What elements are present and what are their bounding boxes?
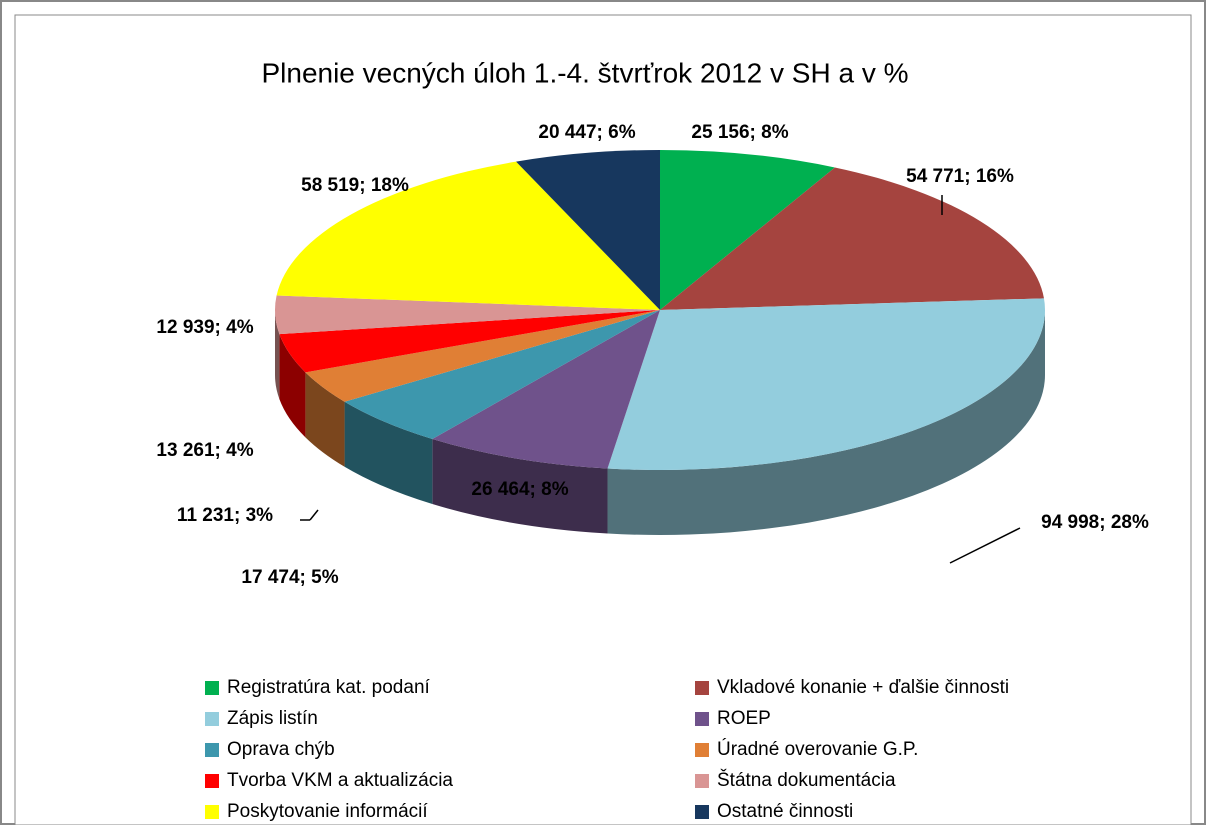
data-label: 54 771; 16% bbox=[906, 166, 1014, 187]
pie-side bbox=[344, 401, 433, 505]
pie-slice bbox=[305, 310, 660, 402]
pie-side bbox=[305, 372, 345, 467]
pie-slice bbox=[516, 150, 660, 310]
legend-label: Tvorba VKM a aktualizácia bbox=[227, 770, 453, 791]
leader-line bbox=[949, 527, 1021, 564]
data-label: 25 156; 8% bbox=[691, 122, 788, 143]
data-label: 17 474; 5% bbox=[241, 567, 338, 588]
data-label: 58 519; 18% bbox=[301, 175, 409, 196]
pie-slice bbox=[344, 310, 660, 440]
legend-swatch bbox=[695, 681, 709, 695]
pie-slice bbox=[432, 310, 660, 469]
legend-swatch bbox=[695, 743, 709, 757]
data-label: 12 939; 4% bbox=[156, 317, 253, 338]
legend-swatch bbox=[695, 805, 709, 819]
data-label: 20 447; 6% bbox=[538, 122, 635, 143]
legend-swatch bbox=[205, 681, 219, 695]
pie-side bbox=[607, 310, 1045, 535]
data-label: 13 261; 4% bbox=[156, 440, 253, 461]
leader-line bbox=[309, 509, 319, 521]
legend-label: Registratúra kat. podaní bbox=[227, 677, 431, 698]
legend-label: Zápis listín bbox=[227, 708, 318, 729]
legend-swatch bbox=[695, 774, 709, 788]
pie-side bbox=[279, 334, 306, 438]
data-label: 94 998; 28% bbox=[1041, 512, 1149, 533]
legend-swatch bbox=[695, 712, 709, 726]
pie-slice bbox=[607, 298, 1045, 471]
pie-slice bbox=[660, 150, 835, 310]
data-label: 26 464; 8% bbox=[471, 479, 568, 500]
legend-label: Poskytovanie informácií bbox=[227, 801, 428, 822]
legend-label: Štátna dokumentácia bbox=[717, 769, 896, 791]
legend-label: Vkladové konanie + ďalšie činnosti bbox=[717, 677, 1009, 698]
legend-label: ROEP bbox=[717, 708, 771, 729]
pie-slice bbox=[276, 161, 660, 310]
legend-swatch bbox=[205, 712, 219, 726]
data-label: 11 231; 3% bbox=[177, 505, 273, 526]
legend-label: Ostatné činnosti bbox=[717, 801, 853, 822]
pie-slice bbox=[660, 167, 1044, 310]
pie-side bbox=[432, 439, 608, 534]
legend-label: Úradné overovanie G.P. bbox=[717, 738, 918, 760]
legend-swatch bbox=[205, 743, 219, 757]
pie-side bbox=[275, 310, 280, 400]
chart-title: Plnenie vecných úloh 1.-4. štvrťrok 2012… bbox=[261, 57, 908, 88]
legend-label: Oprava chýb bbox=[227, 739, 335, 760]
pie-slice bbox=[279, 310, 660, 373]
legend-swatch bbox=[205, 774, 219, 788]
legend-swatch bbox=[205, 805, 219, 819]
pie-slice bbox=[274, 295, 660, 335]
